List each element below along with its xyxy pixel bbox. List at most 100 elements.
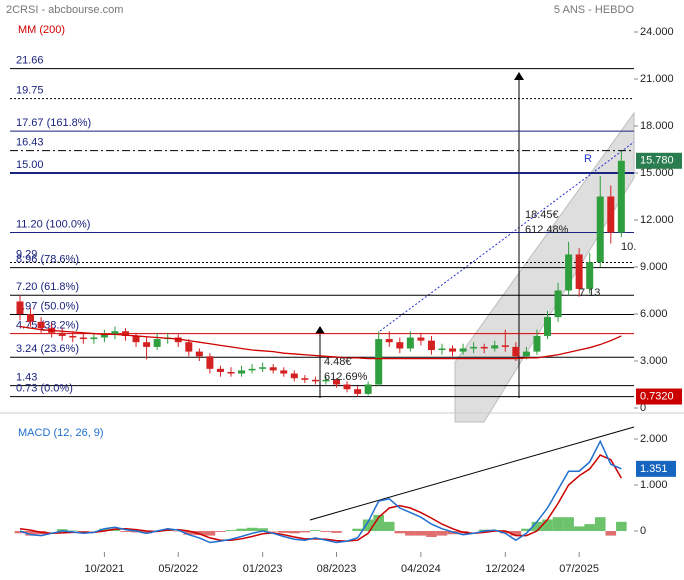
candle-body	[417, 337, 425, 341]
candle-body	[554, 290, 562, 318]
histogram-bar	[362, 519, 374, 531]
level-label: 8.96 (78.6%)	[16, 254, 79, 266]
last-price-tag	[636, 152, 682, 169]
candle-body	[195, 351, 203, 357]
histogram-bar	[120, 531, 131, 532]
candle-body	[544, 317, 551, 336]
histogram-bar	[563, 517, 574, 531]
y-tick-label: 0	[640, 402, 646, 414]
histogram-bar	[542, 519, 553, 531]
candle-body	[227, 371, 235, 374]
histogram-bar	[14, 531, 26, 534]
candle-body	[522, 351, 530, 357]
x-tick-label: 08/2023	[317, 563, 357, 575]
candle-body	[143, 342, 151, 347]
candle-body	[100, 334, 108, 338]
histogram-bar	[236, 528, 247, 531]
histogram-bar	[78, 531, 89, 532]
macd-line	[19, 439, 622, 544]
y-tick-label: 1.000	[640, 479, 668, 491]
y-tick-label: 0	[640, 525, 646, 537]
histogram-bar	[405, 531, 416, 536]
candle-body	[27, 314, 35, 322]
candle-body	[37, 321, 45, 329]
y-tick-label: 15.000	[640, 167, 674, 179]
y-tick-label: 21.000	[640, 73, 674, 85]
candle-body	[343, 384, 351, 390]
histogram-bar	[383, 521, 395, 531]
candle-body	[575, 254, 583, 289]
histogram-bar	[25, 531, 36, 536]
candle-body	[438, 348, 446, 351]
histogram-bar	[426, 531, 437, 537]
histogram-bar	[215, 531, 226, 532]
candle-body	[491, 345, 499, 349]
arrow-head	[315, 326, 325, 334]
candle-body	[596, 196, 604, 263]
low-price-tag	[636, 388, 682, 405]
candle-body	[269, 367, 277, 371]
histogram-bar	[289, 531, 300, 534]
y-tick-label: 6.000	[640, 308, 668, 320]
candle-body	[375, 339, 383, 385]
histogram-bar	[183, 531, 195, 535]
candle-body	[396, 342, 404, 349]
histogram-bar	[257, 528, 268, 531]
level-label: 7.20 (61.8%)	[16, 281, 79, 293]
candle-body	[470, 346, 478, 349]
histogram-bar	[616, 521, 627, 531]
candle-body	[69, 335, 77, 338]
candle-body	[512, 346, 520, 357]
histogram-bar	[352, 528, 363, 531]
x-tick-label: 07/2025	[559, 563, 599, 575]
histogram-bar	[225, 530, 237, 531]
histogram-bar	[373, 514, 384, 531]
histogram-bar	[109, 529, 121, 531]
histogram-bar	[56, 529, 68, 531]
last-price-tag-label: 15.780	[640, 155, 674, 167]
candle-body	[58, 332, 66, 336]
x-tick-label: 10/2021	[85, 563, 125, 575]
histogram-bar	[320, 531, 332, 532]
candle-body	[501, 345, 509, 347]
histogram-bar	[521, 528, 532, 531]
x-tick-label: 04/2024	[401, 563, 441, 575]
histogram-bar	[394, 531, 406, 534]
last-macd-tag	[636, 460, 676, 477]
moving-average	[19, 325, 622, 360]
candle-body	[280, 370, 288, 374]
histogram-bar	[331, 531, 342, 533]
candle-body	[311, 379, 319, 382]
annotation: 18.45€	[525, 209, 559, 221]
candle-body	[533, 335, 541, 352]
candle-body	[607, 196, 615, 233]
annotation: 612.48%	[525, 224, 569, 236]
annotation: 612.69%	[324, 371, 368, 383]
histogram-bar	[531, 521, 543, 531]
x-tick-label: 05/2022	[158, 563, 198, 575]
level-label: 9.29	[16, 248, 37, 260]
candle-body	[122, 331, 129, 336]
candle-body	[90, 337, 98, 340]
histogram-bar	[605, 531, 617, 536]
histogram-bar	[278, 531, 290, 533]
candle-body	[290, 373, 298, 379]
histogram-bar	[436, 531, 448, 536]
histogram-bar	[552, 517, 564, 531]
candle-body	[79, 337, 87, 340]
candle-body	[406, 337, 414, 349]
level-label: 3.24 (23.6%)	[16, 343, 79, 355]
histogram-bar	[141, 531, 152, 534]
annotation: 4.48€	[324, 356, 352, 368]
candle-body	[206, 356, 214, 369]
candle-body	[333, 379, 340, 385]
candle-body	[132, 335, 140, 343]
candle-body	[216, 368, 224, 372]
y-tick-label: 9.000	[640, 261, 668, 273]
candle-body	[153, 339, 161, 347]
candle-body	[459, 348, 467, 352]
annotation: 7.13	[579, 287, 600, 299]
histogram-bar	[99, 528, 110, 531]
histogram-bar	[204, 531, 216, 536]
